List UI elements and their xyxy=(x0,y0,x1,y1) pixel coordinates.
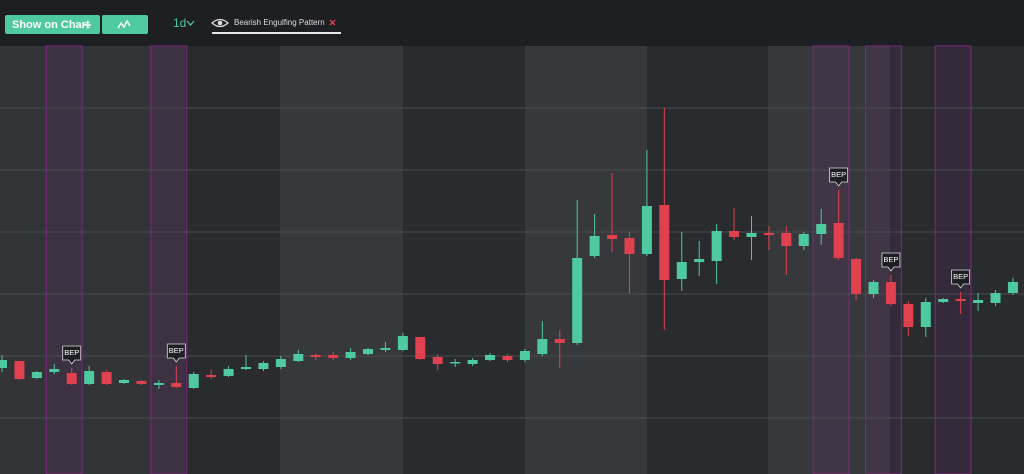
candle-body xyxy=(153,383,164,385)
indicator-button[interactable] xyxy=(102,15,148,34)
candle-body xyxy=(171,383,182,387)
candle-body xyxy=(415,337,426,359)
chevron xyxy=(186,20,195,26)
candle-body xyxy=(188,374,199,388)
candle-body xyxy=(537,339,548,354)
marker-flag xyxy=(829,167,849,187)
candle-body xyxy=(885,282,896,304)
candle-body xyxy=(816,224,827,234)
candle-body xyxy=(920,302,931,327)
pattern-highlight xyxy=(45,45,83,474)
candle-body xyxy=(485,355,496,360)
candle-body xyxy=(798,234,809,246)
band xyxy=(0,46,185,474)
candle-body xyxy=(746,233,757,237)
timeframe-label: 1d xyxy=(173,16,186,30)
candle-body xyxy=(293,354,304,361)
eye-icon xyxy=(211,18,229,28)
candle-body xyxy=(136,381,147,384)
button-bg xyxy=(5,15,100,34)
pattern-highlight xyxy=(934,45,972,474)
marker-flag xyxy=(951,269,971,289)
candle-body xyxy=(554,339,565,343)
candle-body xyxy=(938,299,949,302)
close-icon[interactable] xyxy=(329,19,336,26)
candle-body xyxy=(955,299,966,301)
candle-body xyxy=(310,355,321,357)
pattern-highlight xyxy=(150,45,188,474)
indicator-label: Bearish Engulfing Pattern xyxy=(234,18,325,27)
wave-icon xyxy=(117,19,131,29)
candle-body xyxy=(223,369,234,376)
toolbar xyxy=(0,0,1024,46)
candle-body xyxy=(711,231,722,261)
band xyxy=(280,46,403,474)
marker-flag xyxy=(62,345,82,365)
show-on-chart-button[interactable]: Show on Chart xyxy=(5,15,100,34)
candle-body xyxy=(1007,282,1018,293)
candle-body xyxy=(31,372,42,378)
candle-body xyxy=(641,206,652,254)
candle-body xyxy=(851,259,862,294)
candle-body xyxy=(903,304,914,327)
marker-label: BEP xyxy=(953,272,968,281)
candle-body xyxy=(572,258,583,343)
candle-body xyxy=(694,259,705,262)
candle-body xyxy=(0,360,7,368)
candle-body xyxy=(973,300,984,303)
candle-body xyxy=(432,357,443,364)
candle-body xyxy=(676,262,687,279)
candle-body xyxy=(345,352,356,358)
candle-body xyxy=(868,282,879,294)
tab-underline xyxy=(212,32,341,34)
candle-body xyxy=(328,355,339,358)
candle-body xyxy=(763,233,774,235)
candle-body xyxy=(502,356,513,360)
marker-label: BEP xyxy=(169,346,184,355)
candle-body xyxy=(589,236,600,256)
candle-body xyxy=(275,359,286,367)
marker-label: BEP xyxy=(831,170,846,179)
candle-body xyxy=(833,223,844,258)
candle-body xyxy=(206,375,217,377)
marker-label: BEP xyxy=(883,255,898,264)
candle-body xyxy=(659,205,670,280)
candle-body xyxy=(84,371,95,384)
candle-body xyxy=(467,360,478,364)
marker-flag xyxy=(166,343,186,363)
candle-body xyxy=(781,233,792,246)
timeframe[interactable]: 1d xyxy=(173,16,195,30)
candle-body xyxy=(363,349,374,354)
candle-body xyxy=(66,373,77,384)
candle-body xyxy=(624,238,635,254)
candle-body xyxy=(101,372,112,384)
candle-body xyxy=(49,369,60,372)
candle-body xyxy=(519,351,530,360)
candle-body xyxy=(450,362,461,364)
candle-body xyxy=(14,361,25,379)
eye-pupil xyxy=(217,20,223,26)
marker-flag xyxy=(881,252,901,272)
band xyxy=(768,46,890,474)
candle-body xyxy=(607,235,618,239)
indicator-tab[interactable]: Bearish Engulfing Pattern xyxy=(211,18,341,34)
candle-body xyxy=(119,380,130,383)
candle-body xyxy=(258,363,269,369)
marker-label: BEP xyxy=(64,348,79,357)
pattern-highlight xyxy=(812,45,850,474)
candle-body xyxy=(729,231,740,237)
candle-body xyxy=(397,336,408,350)
candle-body xyxy=(380,348,391,350)
candle-body xyxy=(990,293,1001,303)
candle-body xyxy=(241,367,252,369)
button-label: Show on Chart xyxy=(12,19,90,31)
plus-icon xyxy=(84,21,91,29)
band xyxy=(525,46,647,474)
